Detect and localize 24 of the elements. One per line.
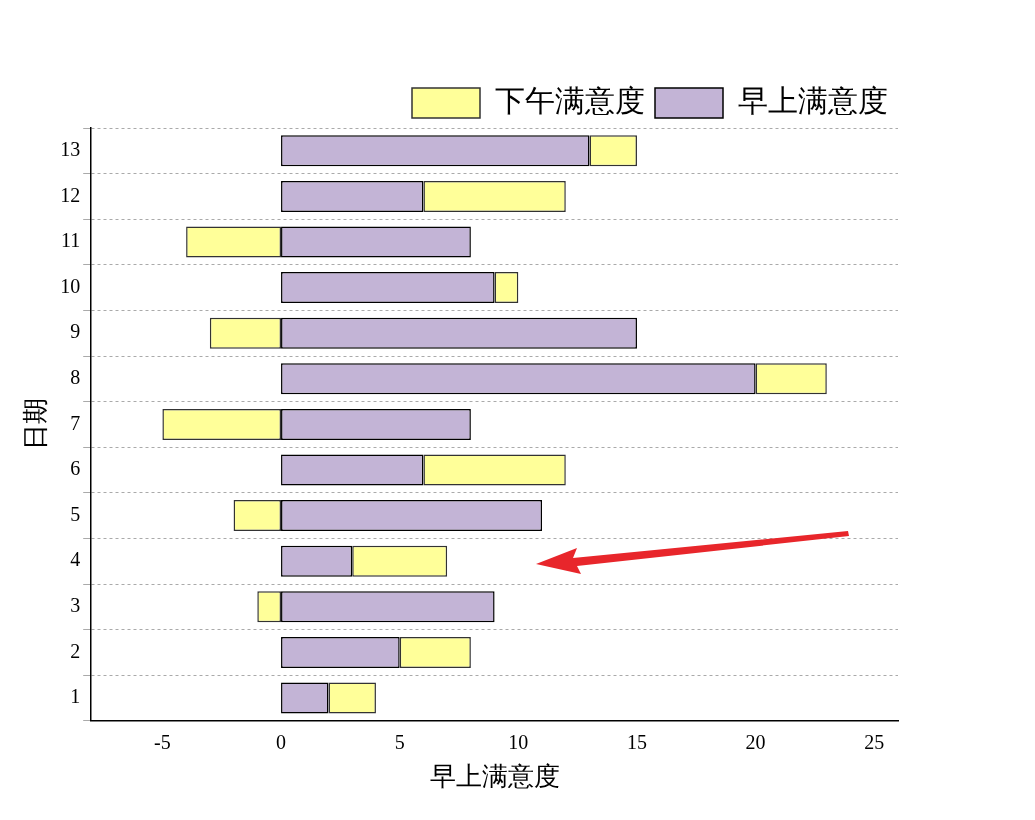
y-tick-label: 2	[70, 639, 81, 662]
x-tick-label: 20	[745, 731, 766, 754]
y-tick-label: 4	[70, 548, 81, 571]
x-tick-label: -5	[154, 731, 171, 754]
x-tick-label: 0	[276, 731, 287, 754]
y-tick-label: 13	[60, 138, 81, 161]
x-tick-label: 5	[394, 731, 405, 754]
y-tick-label: 1	[70, 685, 81, 708]
y-tick-label: 5	[70, 502, 81, 525]
y-tick-label: 7	[70, 411, 81, 434]
y-tick-label: 10	[60, 274, 81, 297]
x-tick-label: 10	[508, 731, 529, 754]
y-tick-label: 3	[70, 594, 81, 617]
legend-label: 早上满意度	[738, 83, 888, 117]
y-tick-label: 11	[60, 229, 81, 252]
legend-label: 下午满意度	[495, 83, 645, 117]
x-tick-label: 15	[626, 731, 647, 754]
y-tick-label: 12	[60, 183, 81, 206]
y-tick-label: 9	[70, 320, 81, 343]
y-tick-label: 6	[70, 457, 81, 480]
x-axis-title: 早上满意度	[429, 762, 560, 792]
y-tick-label: 8	[70, 366, 81, 389]
y-axis-title: 日期	[21, 398, 51, 451]
x-tick-label: 25	[864, 731, 885, 754]
